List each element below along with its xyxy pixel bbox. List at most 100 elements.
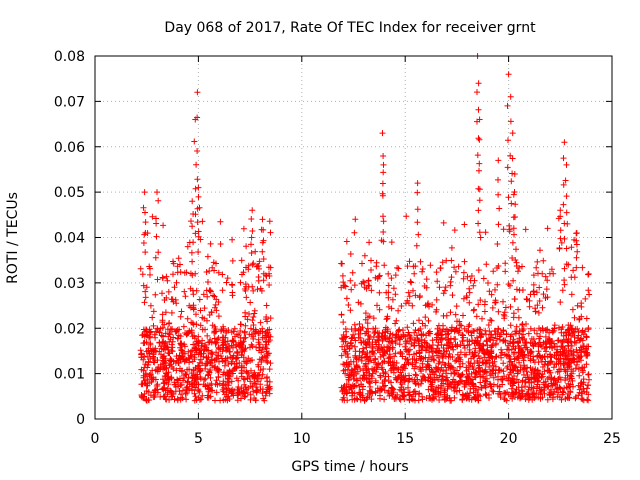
data-point [182, 293, 189, 300]
data-point [379, 380, 386, 386]
data-point [507, 358, 514, 365]
data-point [495, 308, 502, 315]
data-point [561, 277, 568, 284]
data-point [139, 271, 146, 278]
data-point [248, 367, 254, 374]
data-point [440, 219, 447, 226]
data-point [236, 360, 243, 366]
data-point [586, 291, 593, 298]
data-point [583, 333, 590, 340]
data-point [377, 374, 384, 381]
data-point [515, 306, 522, 313]
data-point [412, 397, 418, 404]
data-point [513, 376, 520, 383]
data-point [483, 261, 490, 268]
data-point [161, 393, 168, 400]
data-point [222, 396, 229, 403]
data-point [170, 260, 177, 267]
data-point [568, 339, 575, 346]
data-point [350, 383, 357, 390]
data-point [259, 386, 266, 393]
data-point [236, 389, 243, 396]
data-point [415, 381, 422, 388]
data-point [477, 326, 484, 333]
data-point [579, 327, 586, 334]
data-point [374, 362, 381, 369]
data-point [381, 344, 387, 351]
data-point [397, 333, 404, 340]
data-point [414, 219, 421, 226]
data-point [380, 169, 387, 176]
data-point [574, 325, 581, 332]
data-point [166, 396, 173, 403]
data-point [543, 340, 550, 347]
data-point [544, 277, 551, 284]
data-point [363, 353, 370, 360]
data-point [369, 375, 375, 382]
data-point [433, 365, 440, 372]
data-point [182, 330, 189, 336]
data-point [378, 333, 385, 340]
data-point [399, 381, 405, 388]
data-point [477, 234, 484, 241]
data-point [463, 393, 470, 400]
data-point [398, 303, 405, 309]
data-point [189, 272, 196, 279]
data-point [468, 273, 475, 279]
y-axis-label: ROTI / TECUs [5, 192, 21, 284]
data-point [266, 270, 272, 277]
data-point [204, 253, 211, 260]
data-point [510, 314, 517, 321]
data-point [175, 383, 182, 390]
data-point [502, 268, 509, 275]
data-point [571, 314, 578, 321]
data-point [220, 341, 227, 348]
data-point [487, 353, 494, 360]
data-point [428, 381, 435, 388]
data-point [496, 205, 503, 212]
data-point [488, 343, 495, 349]
data-point [567, 388, 574, 395]
data-point [368, 396, 375, 403]
data-point [426, 328, 433, 335]
data-point [483, 378, 490, 385]
data-point [166, 320, 173, 326]
data-point [541, 390, 548, 397]
data-point [512, 214, 518, 220]
data-point [458, 322, 465, 329]
data-point [394, 391, 401, 398]
data-point [544, 396, 551, 403]
data-point [495, 176, 501, 183]
data-point [553, 349, 560, 356]
data-point [406, 258, 413, 265]
data-point [554, 337, 561, 344]
data-point [343, 333, 350, 340]
data-point [433, 308, 439, 315]
data-point [434, 278, 441, 285]
data-point [392, 291, 399, 298]
data-point [579, 264, 586, 271]
data-point [464, 273, 471, 280]
data-point [414, 189, 421, 196]
data-point [429, 348, 435, 355]
data-point [167, 326, 174, 333]
y-tick-label: 0.05 [54, 185, 85, 201]
data-point [500, 328, 507, 335]
data-point [141, 189, 148, 196]
data-point [377, 349, 383, 356]
data-point [213, 389, 220, 396]
data-point [183, 371, 190, 378]
data-point [340, 279, 347, 286]
data-point [544, 294, 551, 301]
data-point [458, 372, 465, 379]
data-point [380, 370, 387, 377]
data-point [381, 262, 388, 269]
data-point [419, 343, 426, 350]
data-point [480, 349, 487, 356]
data-point [187, 352, 194, 359]
data-point [515, 314, 522, 321]
data-point [221, 338, 228, 345]
data-point [501, 390, 508, 397]
data-point [362, 363, 368, 370]
data-point [217, 241, 224, 247]
